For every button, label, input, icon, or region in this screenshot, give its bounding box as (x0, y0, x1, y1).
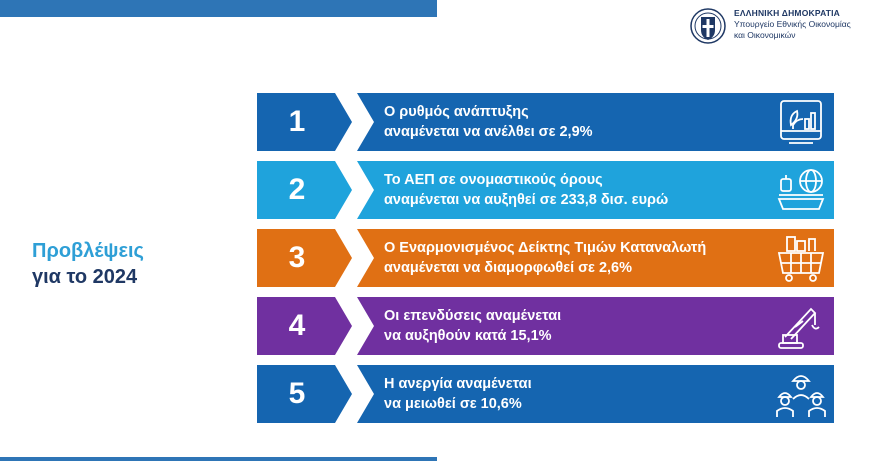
forecast-row-3: 3 Ο Εναρμονισμένος Δείκτης Τιμών Καταναλ… (257, 229, 834, 287)
row-background (257, 229, 834, 287)
row-text-line1: Ο Εναρμονισμένος Δείκτης Τιμών Καταναλωτ… (384, 240, 707, 256)
row-text-line2: να μειωθεί σε 10,6% (384, 396, 522, 412)
row-text-line2: αναμένεται να αυξηθεί σε 233,8 δισ. ευρώ (384, 192, 669, 208)
ministry-logo: ΕΛΛΗΝΙΚΗ ΔΗΜΟΚΡΑΤΙΑ Υπουργείο Εθνικής Οι… (690, 6, 870, 50)
row-text-line2: αναμένεται να διαμορφωθεί σε 2,6% (384, 260, 633, 276)
side-title-line2: για το 2024 (32, 266, 138, 288)
workers-icon (776, 375, 826, 417)
forecast-row-4: 4 Οι επενδύσεις αναμένεται να αυξηθούν κ… (257, 297, 834, 355)
logo-ministry-line-2: και Οικονομικών (734, 30, 796, 40)
logo-title: ΕΛΛΗΝΙΚΗ ΔΗΜΟΚΡΑΤΙΑ (734, 8, 841, 18)
row-number: 2 (288, 173, 306, 206)
row-number: 1 (288, 105, 306, 138)
top-accent-bar (0, 0, 437, 17)
forecast-row-5: 5 Η ανεργία αναμένεται να μειωθεί σε 10,… (257, 365, 834, 423)
greek-emblem-icon (690, 8, 726, 44)
shopping-basket-icon (777, 236, 825, 282)
growth-chart-icon (780, 100, 822, 144)
crane-icon (778, 307, 820, 349)
row-number: 4 (288, 309, 306, 342)
row-text-line1: Η ανεργία αναμένεται (384, 376, 532, 392)
row-text-line1: Ο ρυθμός ανάπτυξης (384, 104, 529, 120)
bottom-accent-bar (0, 457, 437, 461)
row-background (257, 365, 834, 423)
row-text-line1: Οι επενδύσεις αναμένεται (384, 308, 562, 324)
row-text-line1: Το ΑΕΠ σε ονομαστικούς όρους (384, 172, 603, 188)
row-background (257, 93, 834, 151)
row-text-line2: να αυξηθούν κατά 15,1% (384, 328, 552, 344)
row-background (257, 161, 834, 219)
forecast-row-1: 1 Ο ρυθμός ανάπτυξης αναμένεται να ανέλθ… (257, 93, 834, 151)
row-number: 5 (288, 377, 306, 410)
forecast-row-2: 2 Το ΑΕΠ σε ονομαστικούς όρους αναμένετα… (257, 161, 834, 219)
side-title-line1: Προβλέψεις (32, 240, 144, 262)
row-background (257, 297, 834, 355)
row-text-line2: αναμένεται να ανέλθει σε 2,9% (384, 124, 593, 140)
side-title: Προβλέψεις για το 2024 (32, 238, 212, 290)
row-number: 3 (288, 241, 306, 274)
global-economy-icon (777, 169, 825, 210)
logo-ministry-line: Υπουργείο Εθνικής Οικονομίας (734, 19, 851, 29)
